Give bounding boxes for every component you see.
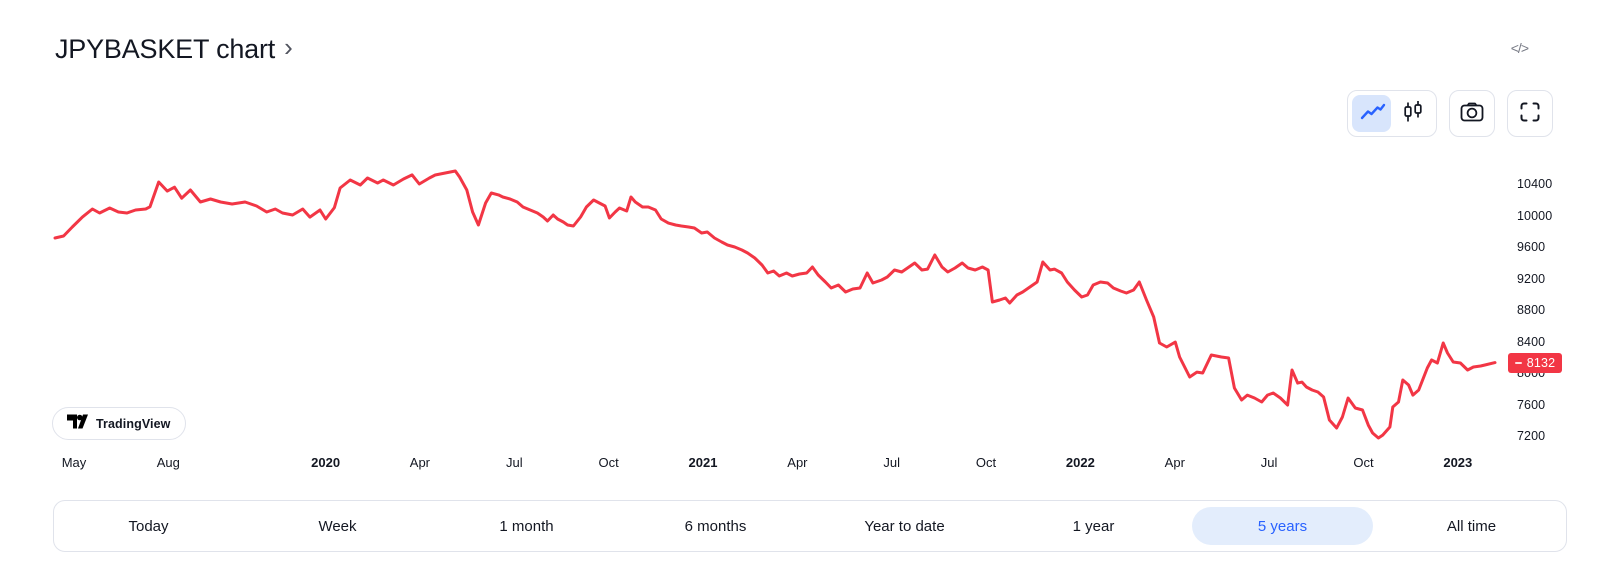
x-axis-label: Oct	[1353, 455, 1374, 470]
candlestick-chart-type-button[interactable]	[1393, 95, 1432, 132]
y-axis-label: 8800	[1517, 303, 1546, 317]
y-axis[interactable]: 10400 10000 9600 9200 8800 8400 8000 7600 7200	[1517, 0, 1597, 480]
camera-icon	[1459, 100, 1485, 127]
price-line	[53, 169, 1497, 440]
chart-toolbar	[1347, 90, 1553, 137]
y-axis-label: 10400	[1517, 177, 1553, 191]
x-axis-label: Apr	[787, 455, 808, 470]
x-axis-label: Jul	[505, 455, 523, 470]
line-chart-icon	[1358, 101, 1386, 126]
snapshot-camera-button[interactable]	[1449, 90, 1495, 137]
x-axis-label: Jul	[883, 455, 900, 470]
x-axis-label: May	[61, 455, 87, 470]
candlestick-icon	[1402, 100, 1424, 127]
range-button-1-month[interactable]: 1 month	[436, 507, 617, 545]
x-axis-label: Jul	[1260, 455, 1278, 470]
x-axis-label: Apr	[1164, 455, 1185, 470]
range-button-5-years[interactable]: 5 years	[1192, 507, 1373, 545]
range-button-1-year[interactable]: 1 year	[1003, 507, 1184, 545]
range-button-year-to-date[interactable]: Year to date	[814, 507, 995, 545]
line-chart-type-button[interactable]	[1352, 95, 1391, 132]
y-axis-label: 7600	[1517, 397, 1546, 412]
fullscreen-icon	[1518, 100, 1542, 127]
last-price-badge: 8132	[1508, 352, 1562, 373]
x-axis-label: Oct	[975, 455, 997, 470]
range-bar: Today Week 1 month 6 months Year to date 1 ye…	[53, 500, 1567, 552]
x-axis-label: 2022	[1065, 455, 1095, 470]
price-tick-dash	[1514, 361, 1522, 364]
x-axis-label: 2020	[311, 455, 341, 470]
fullscreen-button[interactable]	[1507, 90, 1553, 137]
range-button-all-time[interactable]: All time	[1381, 507, 1562, 545]
y-axis-label: 9600	[1517, 240, 1546, 254]
tradingview-logo-icon	[67, 414, 88, 434]
range-button-week[interactable]: Week	[247, 507, 428, 545]
y-axis-label: 10000	[1517, 208, 1553, 223]
chart-type-group	[1347, 90, 1437, 137]
x-axis-label: Aug	[156, 455, 180, 470]
range-button-today[interactable]: Today	[58, 507, 239, 545]
x-axis-label: 2021	[688, 455, 718, 470]
tradingview-label: TradingView	[96, 416, 171, 431]
y-axis-label: 9200	[1517, 271, 1546, 286]
range-button-6-months[interactable]: 6 months	[625, 507, 806, 545]
y-axis-label: 7200	[1517, 429, 1546, 443]
last-price-value: 8132	[1526, 355, 1556, 370]
x-axis-label: Oct	[598, 455, 619, 470]
page-title[interactable]: JPYBASKET chart ›	[55, 32, 293, 65]
y-axis-label: 8400	[1517, 334, 1546, 349]
embed-code-icon[interactable]: </>	[1510, 40, 1529, 56]
tradingview-attribution[interactable]: TradingView	[52, 407, 186, 440]
x-axis-label: 2023	[1443, 455, 1473, 470]
x-axis-label: Apr	[409, 455, 431, 470]
chevron-right-icon: ›	[284, 32, 293, 62]
symbol-title-text: JPYBASKET chart	[55, 34, 276, 64]
x-axis[interactable]: May Aug 2020 Apr Jul Oct 2021 Apr Jul Oct 2022 Apr J…	[0, 455, 1600, 473]
